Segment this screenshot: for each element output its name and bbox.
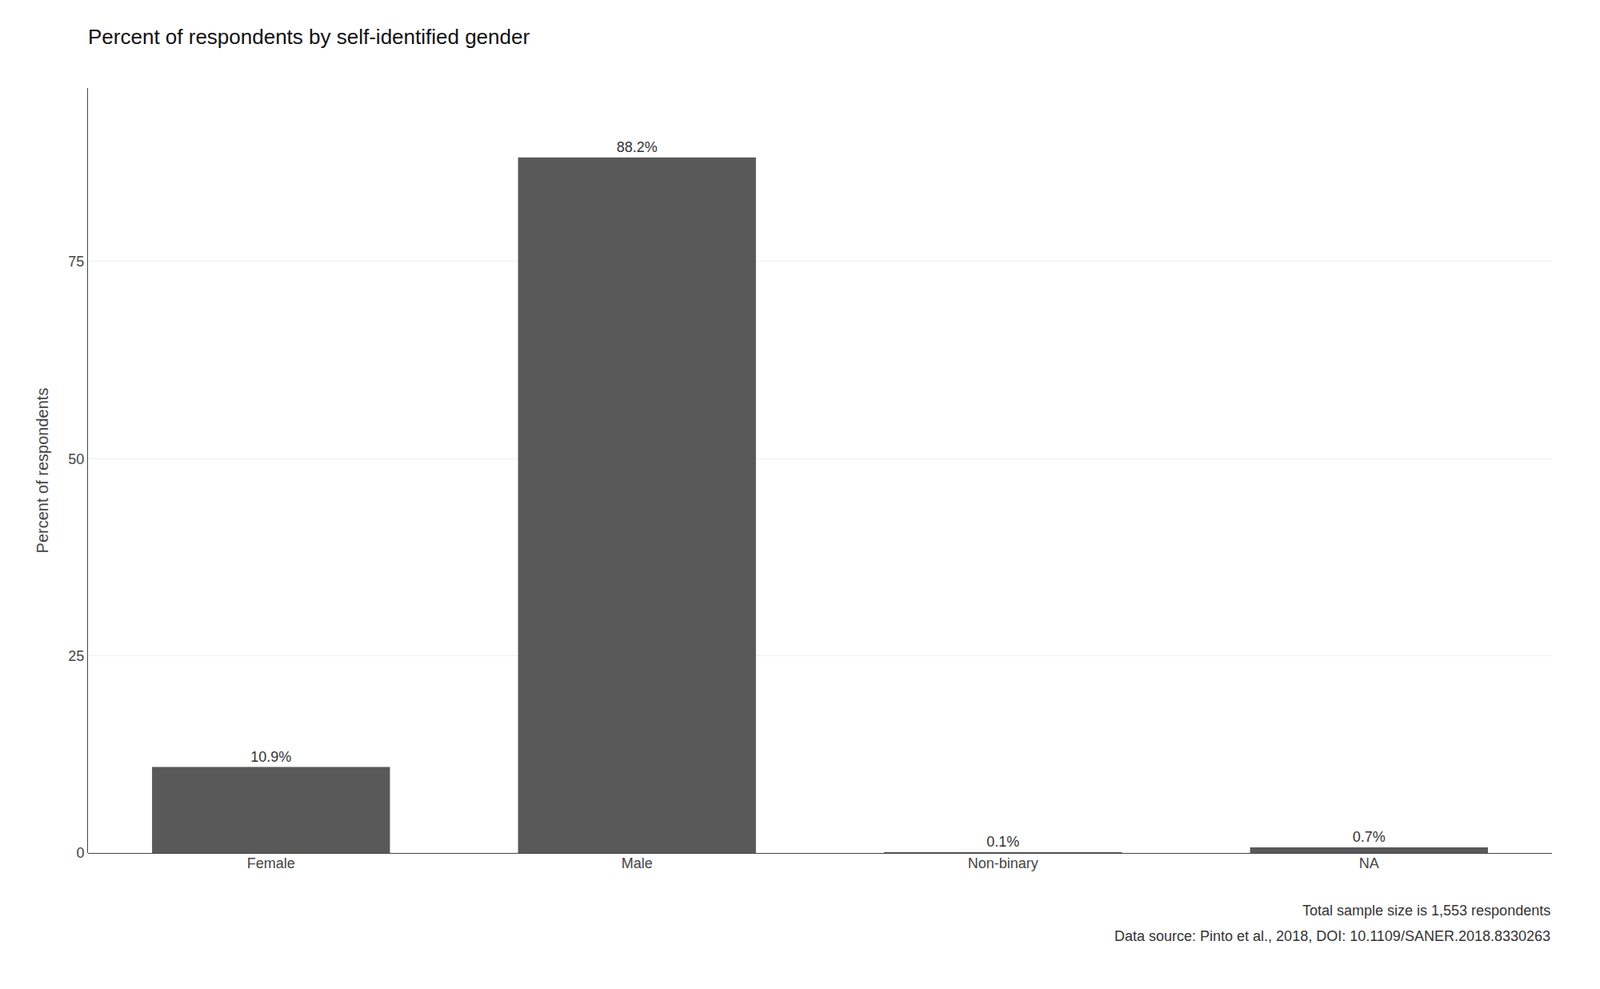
svg-text:Male: Male (621, 855, 653, 872)
svg-text:Female: Female (247, 855, 296, 872)
svg-text:25: 25 (68, 648, 84, 664)
svg-text:Percent of respondents by self: Percent of respondents by self-identifie… (88, 24, 530, 49)
svg-text:0.7%: 0.7% (1352, 828, 1386, 845)
svg-text:0.1%: 0.1% (986, 833, 1020, 850)
svg-text:10.9%: 10.9% (250, 748, 292, 765)
svg-text:Data source: Pinto et al., 201: Data source: Pinto et al., 2018, DOI: 10… (1114, 928, 1551, 944)
svg-text:Non-binary: Non-binary (968, 855, 1039, 872)
svg-text:88.2%: 88.2% (616, 139, 658, 156)
svg-text:Percent of respondents: Percent of respondents (33, 388, 52, 554)
svg-text:NA: NA (1359, 855, 1380, 872)
svg-text:0: 0 (76, 844, 84, 861)
svg-text:50: 50 (68, 451, 84, 468)
svg-text:75: 75 (68, 253, 84, 270)
svg-text:Total sample size is 1,553 res: Total sample size is 1,553 respondents (1302, 902, 1551, 919)
